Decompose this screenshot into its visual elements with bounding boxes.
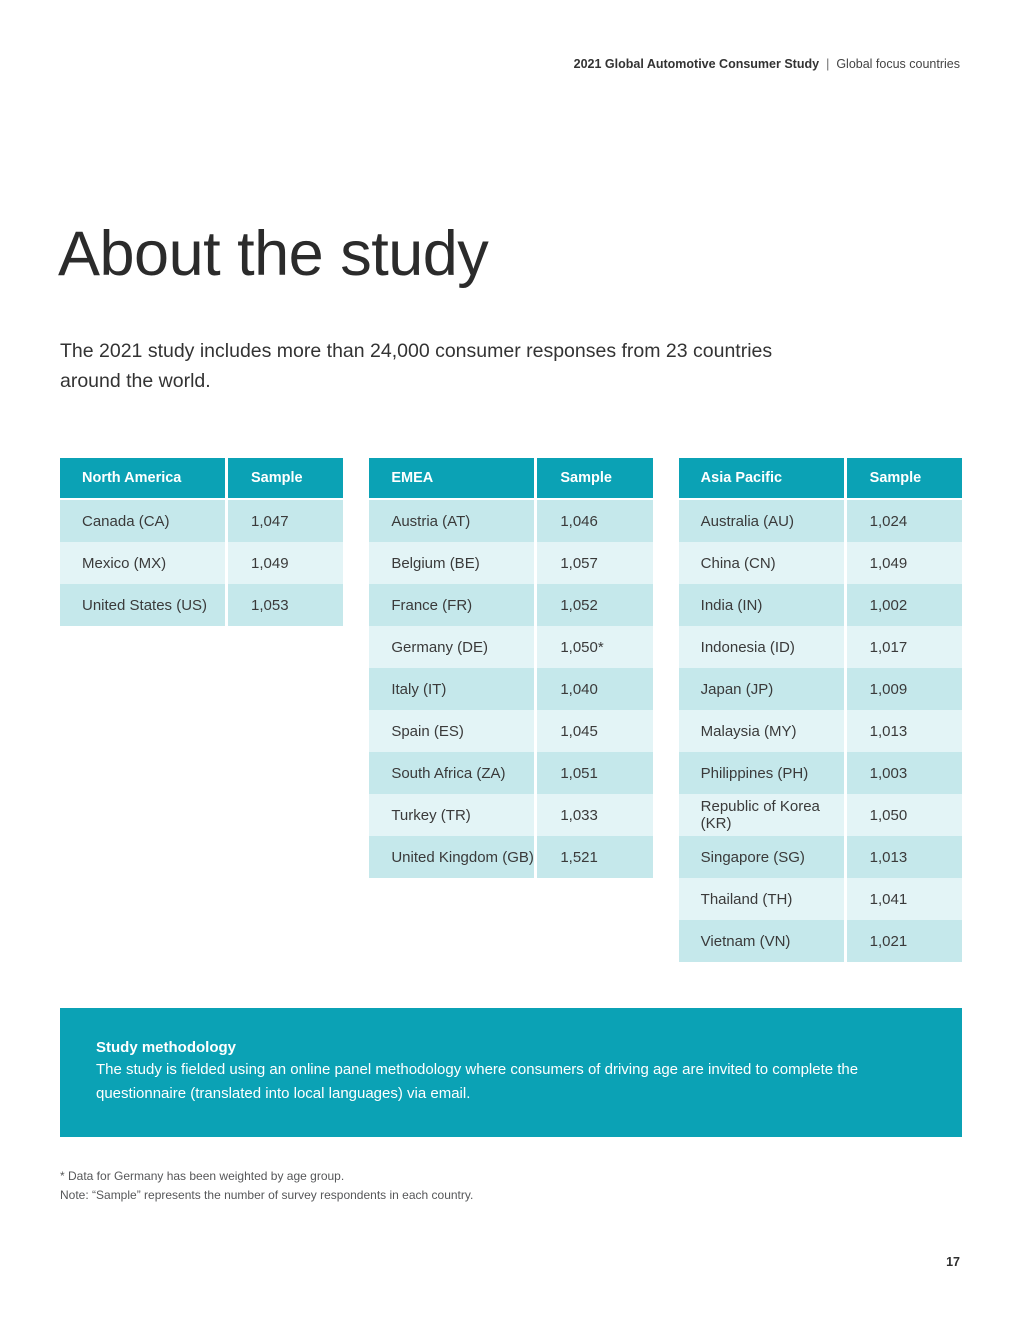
table-row: Malaysia (MY) 1,013: [678, 710, 962, 752]
sample-cell: 1,050*: [537, 626, 653, 668]
country-cell: Turkey (TR): [369, 794, 538, 836]
table-row: United Kingdom (GB) 1,521: [369, 836, 653, 878]
sample-cell: 1,017: [846, 626, 962, 668]
page-number: 17: [946, 1255, 960, 1269]
sample-cell: 1,003: [846, 752, 962, 794]
methodology-callout: Study methodology The study is fielded u…: [60, 1008, 962, 1137]
header-separator: |: [826, 57, 830, 71]
table-row: South Africa (ZA) 1,051: [369, 752, 653, 794]
sample-cell: 1,057: [537, 542, 653, 584]
sample-tables: North America Sample Canada (CA) 1,047 Mex…: [60, 458, 962, 962]
sample-cell: 1,051: [537, 752, 653, 794]
footnote-germany: * Data for Germany has been weighted by …: [60, 1169, 345, 1183]
country-cell: Thailand (TH): [678, 878, 847, 920]
report-title-text: 2021 Global Automotive Consumer Study: [573, 57, 820, 71]
table-header-row: Asia Pacific Sample: [678, 458, 962, 500]
country-cell: United States (US): [60, 584, 228, 626]
table-body: Canada (CA) 1,047 Mexico (MX) 1,049 United S…: [60, 500, 344, 626]
country-cell: Italy (IT): [369, 668, 538, 710]
country-cell: United Kingdom (GB): [369, 836, 538, 878]
table-row: Australia (AU) 1,024: [678, 500, 962, 542]
table-row: United States (US) 1,053: [60, 584, 344, 626]
sample-cell: 1,009: [846, 668, 962, 710]
table-row: Austria (AT) 1,046: [369, 500, 653, 542]
table-row: Vietnam (VN) 1,021: [678, 920, 962, 962]
sample-cell: 1,047: [228, 500, 344, 542]
table-row: Philippines (PH) 1,003: [678, 752, 962, 794]
header-section-text: Global focus countries: [836, 57, 960, 71]
sample-cell: 1,053: [228, 584, 344, 626]
sample-cell: 1,024: [846, 500, 962, 542]
footnotes: * Data for Germany has been weighted by …: [60, 1167, 473, 1204]
country-cell: France (FR): [369, 584, 538, 626]
region-column-header: North America: [60, 458, 228, 498]
country-cell: Indonesia (ID): [678, 626, 847, 668]
table-row: Thailand (TH) 1,041: [678, 878, 962, 920]
footnote-sample-note: Note: “Sample” represents the number of …: [60, 1187, 474, 1202]
country-cell: Japan (JP): [678, 668, 847, 710]
country-cell: Republic of Korea (KR): [678, 794, 847, 836]
table-row: Germany (DE) 1,050*: [369, 626, 653, 668]
country-cell: Philippines (PH): [678, 752, 847, 794]
table-body: Austria (AT) 1,046 Belgium (BE) 1,057 France…: [369, 500, 653, 878]
sample-cell: 1,021: [846, 920, 962, 962]
table-body: Australia (AU) 1,024 China (CN) 1,049 India …: [678, 500, 962, 962]
country-cell: Mexico (MX): [60, 542, 228, 584]
sample-cell: 1,002: [846, 584, 962, 626]
sample-column-header: Sample: [537, 458, 653, 498]
table-row: Indonesia (ID) 1,017: [678, 626, 962, 668]
sample-cell: 1,045: [537, 710, 653, 752]
country-cell: Singapore (SG): [678, 836, 847, 878]
sample-cell: 1,041: [846, 878, 962, 920]
methodology-body: The study is fielded using an online pan…: [96, 1061, 859, 1102]
table-header-row: North America Sample: [60, 458, 344, 500]
table-header-row: EMEA Sample: [369, 458, 653, 500]
sample-cell: 1,049: [228, 542, 344, 584]
region-column-header: EMEA: [369, 458, 538, 498]
table-emea: EMEA Sample Austria (AT) 1,046 Belgium (BE…: [369, 458, 653, 878]
region-column-header: Asia Pacific: [678, 458, 847, 498]
table-asia-pacific: Asia Pacific Sample Australia (AU) 1,024 C…: [678, 458, 962, 962]
sample-cell: 1,040: [537, 668, 653, 710]
table-row: Singapore (SG) 1,013: [678, 836, 962, 878]
table-row: Turkey (TR) 1,033: [369, 794, 653, 836]
table-row: Japan (JP) 1,009: [678, 668, 962, 710]
running-header: 2021 Global Automotive Consumer Study | Gl…: [574, 57, 960, 71]
sample-cell: 1,033: [537, 794, 653, 836]
table-row: Mexico (MX) 1,049: [60, 542, 344, 584]
table-row: India (IN) 1,002: [678, 584, 962, 626]
table-row: Belgium (BE) 1,057: [369, 542, 653, 584]
country-cell: Spain (ES): [369, 710, 538, 752]
table-row: France (FR) 1,052: [369, 584, 653, 626]
country-cell: Australia (AU): [678, 500, 847, 542]
country-cell: Austria (AT): [369, 500, 538, 542]
country-cell: Germany (DE): [369, 626, 538, 668]
sample-cell: 1,050: [846, 794, 962, 836]
sample-cell: 1,046: [537, 500, 653, 542]
table-row: China (CN) 1,049: [678, 542, 962, 584]
country-cell: Belgium (BE): [369, 542, 538, 584]
country-cell: Malaysia (MY): [678, 710, 847, 752]
country-cell: China (CN): [678, 542, 847, 584]
country-cell: Vietnam (VN): [678, 920, 847, 962]
sample-cell: 1,013: [846, 710, 962, 752]
sample-cell: 1,052: [537, 584, 653, 626]
country-cell: India (IN): [678, 584, 847, 626]
table-row: Republic of Korea (KR) 1,050: [678, 794, 962, 836]
sample-cell: 1,013: [846, 836, 962, 878]
table-north-america: North America Sample Canada (CA) 1,047 Mex…: [60, 458, 344, 626]
country-cell: Canada (CA): [60, 500, 228, 542]
sample-cell: 1,521: [537, 836, 653, 878]
methodology-heading: Study methodology: [96, 1039, 236, 1056]
table-row: Italy (IT) 1,040: [369, 668, 653, 710]
table-row: Spain (ES) 1,045: [369, 710, 653, 752]
page-title: About the study: [58, 219, 489, 289]
country-cell: South Africa (ZA): [369, 752, 538, 794]
intro-paragraph: The 2021 study includes more than 24,000…: [60, 340, 773, 392]
sample-column-header: Sample: [846, 458, 962, 498]
sample-column-header: Sample: [228, 458, 344, 498]
sample-cell: 1,049: [846, 542, 962, 584]
table-row: Canada (CA) 1,047: [60, 500, 344, 542]
